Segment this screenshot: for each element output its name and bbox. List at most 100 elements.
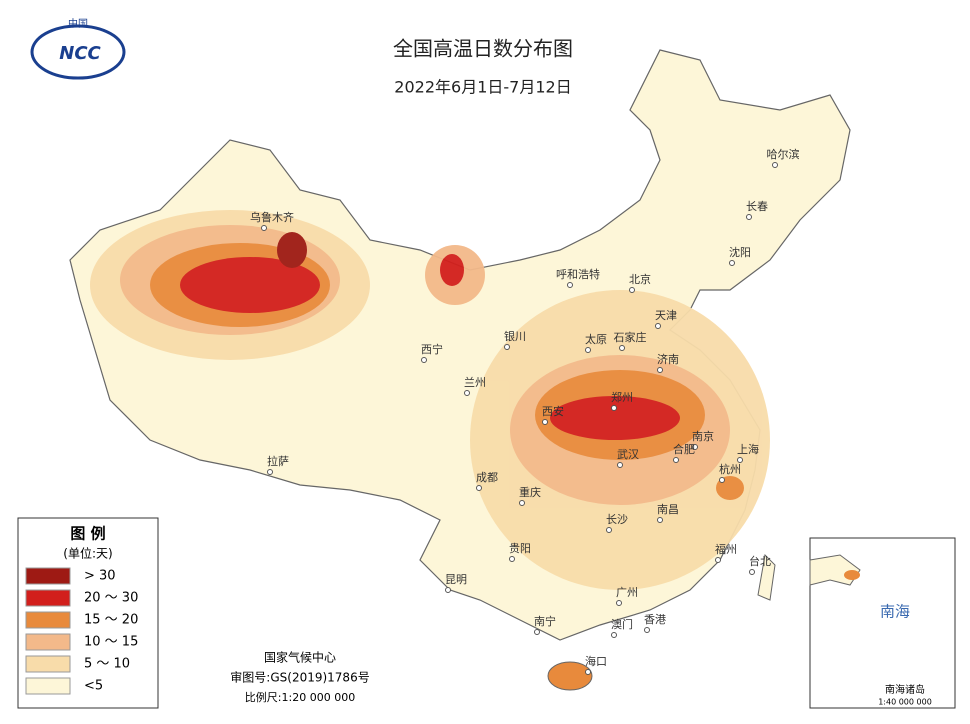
city-dot (616, 600, 622, 606)
zone (550, 396, 680, 440)
legend-swatch (25, 655, 71, 673)
taiwan (757, 553, 776, 601)
legend-label: > 30 (84, 569, 116, 584)
city-label: 乌鲁木齐 (250, 210, 294, 224)
city-label: 济南 (657, 352, 679, 366)
city-label: 长沙 (606, 513, 628, 526)
city-label: 杭州 (719, 462, 741, 476)
zone (440, 254, 464, 286)
city-dot (749, 569, 755, 575)
legend-unit: (单位:天) (63, 546, 112, 561)
city-dot (464, 390, 470, 396)
city-label: 贵阳 (509, 542, 531, 555)
city-label: 长春 (746, 200, 768, 213)
city-dot (719, 477, 725, 483)
city-label: 呼和浩特 (556, 267, 600, 281)
logo-abbr: NCC (59, 43, 101, 64)
city-dot (746, 214, 752, 220)
map-title: 全国高温日数分布图 (393, 37, 573, 61)
legend-swatch (25, 589, 71, 607)
city-label: 南宁 (534, 614, 556, 628)
city-label: 北京 (629, 272, 651, 286)
city-dot (534, 629, 540, 635)
inset-sea-label: 南海 (880, 603, 910, 621)
city-label: 银川 (504, 329, 526, 343)
city-label: 台北 (749, 554, 771, 568)
city-dot (657, 517, 663, 523)
legend-swatch (25, 633, 71, 651)
city-label: 南京 (692, 429, 714, 443)
city-label: 天津 (655, 309, 677, 322)
legend-swatch (25, 611, 71, 629)
city-dot (617, 462, 623, 468)
legend-label: 10 ～ 15 (84, 635, 138, 650)
city-dot (655, 323, 661, 329)
city-label: 成都 (476, 471, 498, 484)
city-dot (629, 287, 635, 293)
legend-label: 15 ～ 20 (84, 613, 138, 628)
city-label: 香港 (644, 613, 666, 626)
city-dot (261, 225, 267, 231)
city-dot (611, 405, 617, 411)
zone (180, 257, 320, 313)
legend-label: 5 ～ 10 (84, 657, 130, 672)
city-label: 哈尔滨 (767, 147, 800, 161)
city-dot (606, 527, 612, 533)
city-dot (585, 347, 591, 353)
legend-swatch (25, 567, 71, 585)
city-dot (715, 557, 721, 563)
city-label: 合肥 (673, 442, 695, 456)
city-label: 上海 (737, 442, 759, 456)
city-dot (657, 367, 663, 373)
city-label: 福州 (715, 542, 737, 556)
city-dot (476, 485, 482, 491)
city-dot (772, 162, 778, 168)
city-label: 西安 (542, 404, 564, 418)
zone (277, 232, 307, 268)
city-dot (542, 419, 548, 425)
city-dot (644, 627, 650, 633)
legend-label: <5 (84, 679, 103, 694)
city-dot (737, 457, 743, 463)
city-dot (611, 632, 617, 638)
city-label: 兰州 (464, 376, 486, 389)
city-dot (673, 457, 679, 463)
credit-agency: 国家气候中心 (264, 650, 336, 665)
city-dot (519, 500, 525, 506)
logo-ring (30, 24, 126, 80)
city-label: 澳门 (611, 617, 633, 631)
legend-box (17, 517, 159, 709)
city-label: 武汉 (617, 448, 639, 461)
city-dot (445, 587, 451, 593)
city-label: 沈阳 (729, 245, 751, 259)
hainan (547, 661, 593, 691)
city-label: 西宁 (421, 342, 443, 356)
city-dot (509, 556, 515, 562)
inset-islands: 南海诸岛 (885, 683, 925, 696)
inset-hainan (844, 570, 860, 580)
city-label: 太原 (585, 333, 607, 346)
city-label: 石家庄 (614, 330, 647, 344)
city-label: 昆明 (445, 573, 467, 586)
map-subtitle: 2022年6月1日-7月12日 (394, 78, 571, 97)
city-dot (421, 357, 427, 363)
legend-title: 图 例 (70, 525, 105, 543)
city-label: 南昌 (657, 503, 679, 516)
credit-scale: 比例尺:1:20 000 000 (245, 690, 355, 704)
city-label: 郑州 (611, 390, 633, 404)
logo: 中国 NCC (30, 17, 126, 80)
city-dot (585, 669, 591, 675)
city-label: 广州 (616, 586, 638, 599)
heat-zones (90, 210, 770, 590)
city-dot (729, 260, 735, 266)
city-dot (504, 344, 510, 350)
city-dot (692, 444, 698, 450)
legend-items: > 30 20 ～ 30 15 ～ 20 10 ～ 15 5 ～ 10 <5 (25, 567, 138, 695)
inset-scale: 1:40 000 000 (878, 698, 932, 707)
legend-label: 20 ～ 30 (84, 591, 138, 606)
city-label: 拉萨 (267, 454, 289, 468)
city-label: 重庆 (519, 485, 541, 499)
city-label: 海口 (585, 654, 607, 668)
